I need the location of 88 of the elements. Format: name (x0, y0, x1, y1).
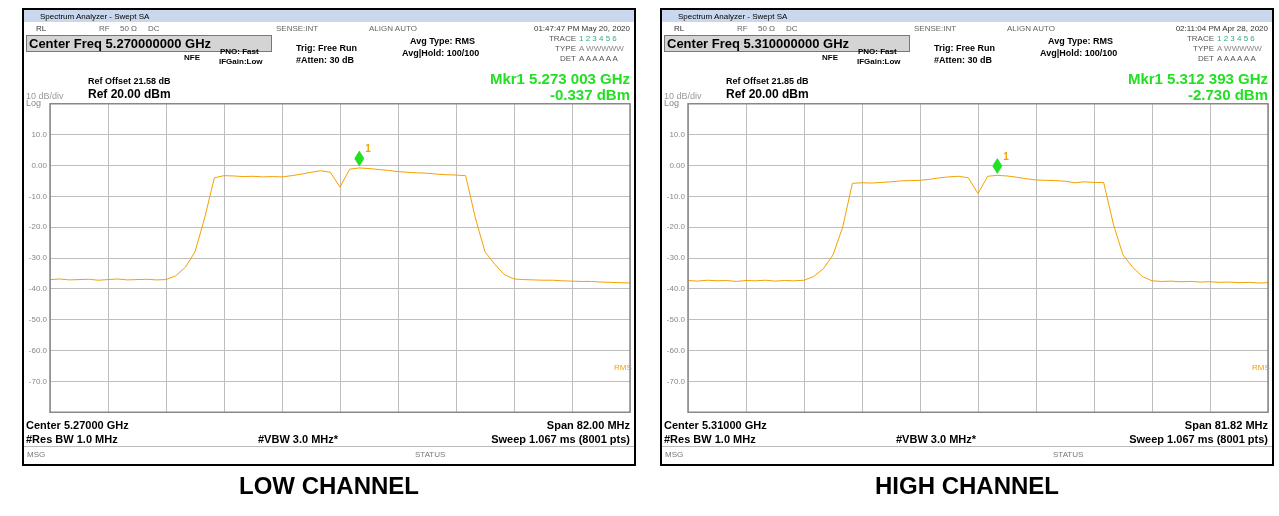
text: #VBW 3.0 MHz* (896, 433, 977, 445)
text: PNO: Fast (858, 47, 897, 56)
y-tick-label: 0.00 (31, 160, 48, 170)
y-tick-label: 0.00 (669, 160, 686, 170)
text: Center 5.27000 GHz (26, 419, 129, 431)
text: MSG (665, 450, 684, 459)
text: A WWWWW (579, 44, 624, 53)
text: Span 81.82 MHz (1184, 419, 1268, 431)
text: 50 Ω (758, 24, 776, 33)
text: SENSE:INT (914, 24, 957, 33)
y-tick-label: -70.0 (666, 376, 686, 386)
text: Ref Offset 21.58 dB (88, 76, 171, 86)
text: Ref 20.00 dBm (88, 87, 171, 101)
text: RL (674, 24, 685, 33)
text: 02:11:04 PM Apr 28, 2020 (1175, 24, 1268, 33)
text: TRACE (548, 34, 576, 43)
text: LOW CHANNEL (238, 472, 420, 500)
text: Sweep 1.067 ms (8001 pts) (491, 433, 630, 445)
y-tick-label: -50.0 (28, 314, 48, 324)
text: Sweep 1.067 ms (8001 pts) (1129, 433, 1268, 445)
text: SENSE:INT (276, 24, 319, 33)
text: STATUS (1053, 450, 1084, 459)
text: #Res BW 1.0 MHz (664, 433, 756, 445)
annotation: 1 (365, 143, 372, 155)
text: A WWWWW (1217, 44, 1262, 53)
text: NFE (184, 53, 200, 62)
text: Center 5.31000 GHz (664, 419, 767, 431)
text: Mkr1 5.273 003 GHz (489, 70, 630, 87)
text: #VBW 3.0 MHz* (258, 433, 339, 445)
y-tick-label: -30.0 (666, 253, 686, 263)
text: Trig: Free Run (296, 43, 358, 53)
y-tick-label: -20.0 (28, 222, 48, 232)
text: Spectrum Analyzer - Swept SA (40, 12, 150, 21)
text: -0.337 dBm (549, 86, 630, 103)
text: PNO: Fast (220, 47, 259, 56)
text: Span 82.00 MHz (546, 419, 630, 431)
text: #Atten: 30 dB (296, 55, 355, 65)
y-tick-label: -10.0 (28, 191, 48, 201)
text: #Res BW 1.0 MHz (26, 433, 118, 445)
text: TRACE (1186, 34, 1214, 43)
text: Ref 20.00 dBm (726, 87, 809, 101)
text: RF (737, 24, 748, 33)
text: Mkr1 5.312 393 GHz (1127, 70, 1268, 87)
text: IFGain:Low (219, 57, 263, 66)
text: DC (786, 24, 798, 33)
y-tick-label: -10.0 (666, 191, 686, 201)
text: STATUS (415, 450, 446, 459)
text: MSG (27, 450, 46, 459)
text: Center Freq 5.270000000 GHz (29, 36, 212, 51)
y-tick-label: -40.0 (666, 284, 686, 294)
annotation: 1 (1003, 150, 1010, 162)
y-tick-label: -20.0 (666, 222, 686, 232)
y-tick-label: -50.0 (666, 314, 686, 324)
text: RF (99, 24, 110, 33)
y-tick-label: -70.0 (28, 376, 48, 386)
text: ALIGN AUTO (369, 24, 417, 33)
text: Avg Type: RMS (1048, 36, 1114, 46)
text: -2.730 dBm (1187, 86, 1268, 103)
y-tick-label: 10.0 (669, 129, 686, 139)
text: Avg Type: RMS (410, 36, 476, 46)
text: HIGH CHANNEL (874, 472, 1060, 500)
y-tick-label: -30.0 (28, 253, 48, 263)
text: #Atten: 30 dB (934, 55, 993, 65)
text: TYPE (555, 44, 576, 53)
text: TYPE (1193, 44, 1214, 53)
text: Ref Offset 21.85 dB (726, 76, 809, 86)
text: RL (36, 24, 47, 33)
text: IFGain:Low (857, 57, 901, 66)
text: 01:47:47 PM May 20, 2020 (533, 24, 630, 33)
text: ALIGN AUTO (1007, 24, 1055, 33)
text: DC (148, 24, 160, 33)
y-tick-label: -60.0 (666, 345, 686, 355)
text: 50 Ω (120, 24, 138, 33)
text: Avg|Hold: 100/100 (1040, 48, 1118, 58)
text: Spectrum Analyzer - Swept SA (678, 12, 788, 21)
text: DET (1198, 54, 1214, 63)
text: 1 2 3 4 5 6 (1217, 34, 1255, 43)
text: A A A A A A (1217, 54, 1256, 63)
text: A A A A A A (579, 54, 618, 63)
text: Center Freq 5.310000000 GHz (667, 36, 850, 51)
text: Avg|Hold: 100/100 (402, 48, 480, 58)
text: Trig: Free Run (934, 43, 996, 53)
y-tick-label: -40.0 (28, 284, 48, 294)
y-tick-label: 10.0 (31, 129, 48, 139)
text: 1 2 3 4 5 6 (579, 34, 617, 43)
text: NFE (822, 53, 838, 62)
text: DET (560, 54, 576, 63)
y-tick-label: -60.0 (28, 345, 48, 355)
